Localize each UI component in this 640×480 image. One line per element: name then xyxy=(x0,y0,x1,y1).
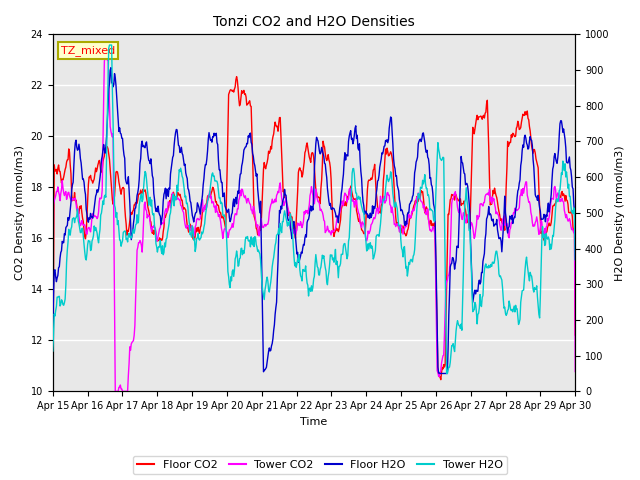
Text: TZ_mixed: TZ_mixed xyxy=(61,45,115,56)
X-axis label: Time: Time xyxy=(300,417,328,427)
Legend: Floor CO2, Tower CO2, Floor H2O, Tower H2O: Floor CO2, Tower CO2, Floor H2O, Tower H… xyxy=(133,456,507,474)
Y-axis label: H2O Density (mmol/m3): H2O Density (mmol/m3) xyxy=(615,145,625,281)
Title: Tonzi CO2 and H2O Densities: Tonzi CO2 and H2O Densities xyxy=(213,15,415,29)
Y-axis label: CO2 Density (mmol/m3): CO2 Density (mmol/m3) xyxy=(15,145,25,280)
